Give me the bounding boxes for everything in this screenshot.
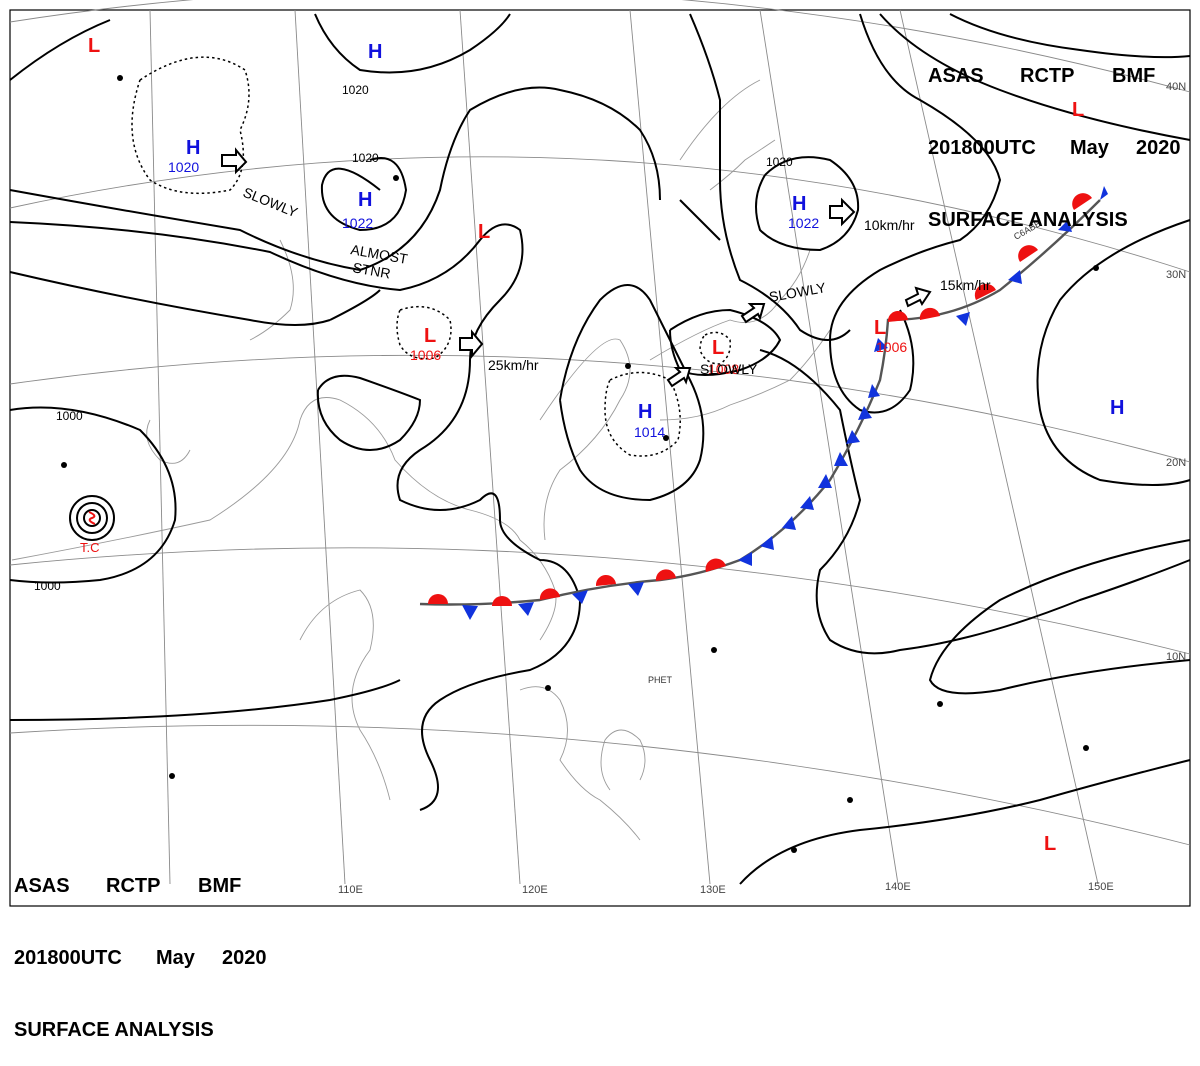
motion-arrow (904, 286, 932, 308)
isobar-label: 1000 (34, 579, 61, 593)
low-pressure-center: L (88, 35, 100, 57)
motion-labels: SLOWLY ALMOST STNR 25km/hr SLOWLY SLOWLY… (241, 184, 991, 377)
frontal-boundary (419, 186, 1108, 620)
header-month: May (156, 947, 195, 969)
low-pressure-value: 1006 (876, 339, 907, 355)
low-pressure-center: L (1044, 833, 1056, 855)
low-pressure-value: 1008 (708, 361, 739, 377)
header-agency: ASAS (14, 875, 70, 897)
header-product: SURFACE ANALYSIS (14, 1019, 214, 1041)
lon-label: 120E (522, 884, 548, 896)
motion-arrow (829, 197, 856, 227)
motion-arrow (221, 147, 248, 175)
motion-label: SLOWLY (700, 361, 758, 377)
high-pressure-center: H (368, 41, 382, 63)
lat-label: 30N (1166, 269, 1186, 281)
high-pressure-value: 1022 (788, 215, 819, 231)
high-pressure-value: 1020 (168, 159, 199, 175)
tropical-cyclone-symbol (69, 495, 115, 541)
motion-label: 25km/hr (488, 357, 539, 373)
dotted-isobars (131, 56, 732, 457)
warm-front-marks (428, 193, 1092, 606)
header-top-right: ASAS RCTP BMF 201800UTC May 2020 SURFACE ANA… (928, 16, 1181, 256)
low-pressure-center: L (478, 221, 490, 243)
isobar-label: 1000 (56, 409, 83, 423)
lon-label: 110E (338, 884, 363, 896)
isobar-label: 1020 (352, 151, 379, 165)
map-frame (9, 9, 1191, 907)
header-agency: BMF (198, 875, 242, 897)
motion-arrows (221, 147, 932, 388)
lat-label: 20N (1166, 457, 1186, 469)
lat-label: 10N (1166, 651, 1186, 663)
header-year: 2020 (222, 947, 267, 969)
high-pressure-center: H (358, 189, 372, 211)
motion-label: SLOWLY (241, 184, 301, 221)
lon-label: 150E (1088, 881, 1114, 893)
header-product: SURFACE ANALYSIS (928, 209, 1128, 231)
lon-label: 130E (700, 884, 726, 896)
motion-label: STNR (351, 259, 391, 281)
low-pressure-center: L (712, 337, 724, 359)
surface-analysis-map: 110E 120E 130E 140E 150E 40N 30N 20N 10N… (9, 0, 1191, 907)
isobar-label: 1020 (342, 83, 369, 97)
lon-labels: 110E 120E 130E 140E 150E (338, 881, 1114, 896)
station-label: PHET (648, 675, 673, 685)
header-bottom-left: ASAS RCTP BMF 201800UTC May 2020 SURFACE ANA… (14, 826, 267, 1066)
lon-label: 140E (885, 881, 911, 893)
high-pressure-center: H (1110, 397, 1124, 419)
isobar-labels: 1020 1020 1020 1000 1000 (34, 83, 793, 593)
graticule (9, 0, 1191, 885)
tc-label: T.C (80, 540, 100, 555)
low-pressure-center: L (874, 317, 886, 339)
header-time: 201800UTC (928, 137, 1036, 159)
header-agency: BMF (1112, 65, 1156, 87)
isobars (9, 13, 1191, 885)
motion-arrow (740, 303, 766, 324)
pressure-systems: L H H 1020 H 1022 L L 1006 H 1014 L 1008… (88, 35, 1124, 855)
lat-label: 40N (1166, 81, 1186, 93)
header-agency: RCTP (106, 875, 161, 897)
station-plots (61, 75, 1099, 853)
cold-front-marks (462, 186, 1108, 620)
isobar-label: 1020 (766, 155, 793, 169)
high-pressure-center: H (638, 401, 652, 423)
motion-label: SLOWLY (768, 279, 828, 305)
low-pressure-center: L (424, 325, 436, 347)
coastlines (11, 79, 831, 841)
motion-arrow (459, 329, 484, 359)
high-pressure-center: H (792, 193, 806, 215)
header-month: May (1070, 137, 1109, 159)
high-pressure-value: 1014 (634, 424, 665, 440)
motion-label: 15km/hr (940, 277, 991, 293)
motion-arrow (666, 367, 692, 388)
header-agency: ASAS (928, 65, 984, 87)
low-pressure-value: 1006 (410, 347, 441, 363)
lat-labels: 40N 30N 20N 10N (1166, 81, 1186, 663)
high-pressure-center: H (186, 137, 200, 159)
header-year: 2020 (1136, 137, 1181, 159)
header-time: 201800UTC (14, 947, 122, 969)
low-pressure-center: L (1072, 99, 1084, 121)
motion-label: 10km/hr (864, 217, 915, 233)
header-agency: RCTP (1020, 65, 1075, 87)
high-pressure-value: 1022 (342, 215, 373, 231)
